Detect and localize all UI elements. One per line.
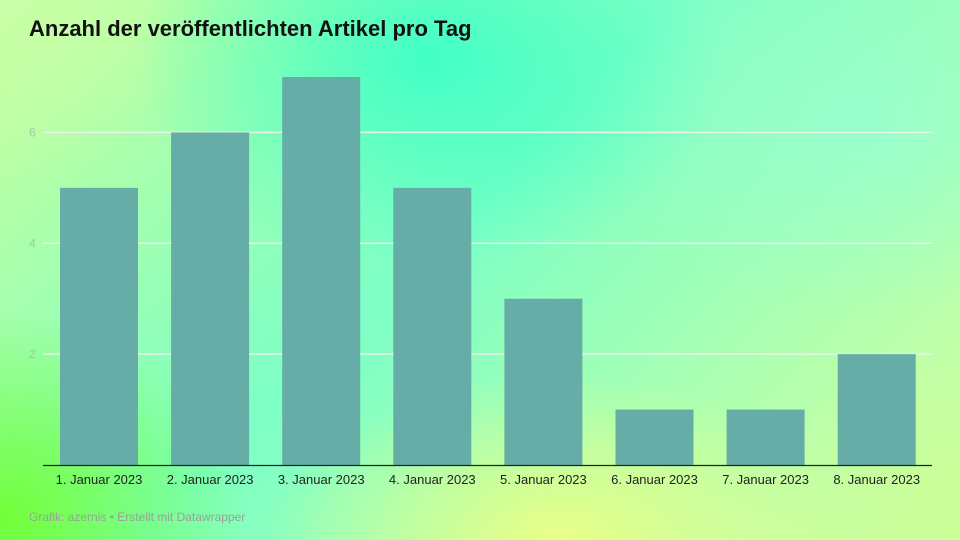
bar — [726, 409, 805, 465]
bar — [171, 132, 250, 465]
bar — [837, 354, 916, 465]
bar — [60, 187, 138, 465]
footer-note: Grafik: azernis • Erstellt mit Datawrapp… — [29, 510, 246, 524]
x-tick-label: 7. Januar 2023 — [722, 472, 809, 487]
bars — [60, 77, 916, 465]
x-axis-labels: 1. Januar 2023 2. Januar 2023 3. Januar 20… — [56, 472, 920, 487]
x-tick-label: 4. Januar 2023 — [389, 472, 476, 487]
x-tick-label: 5. Januar 2023 — [500, 472, 587, 487]
bar — [282, 77, 361, 465]
y-tick-label: 4 — [29, 236, 36, 250]
x-tick-label: 8. Januar 2023 — [833, 472, 920, 487]
y-axis-ticks: 2 4 6 — [29, 125, 36, 361]
chart-title: Anzahl der veröffentlichten Artikel pro … — [29, 16, 472, 41]
bar — [615, 409, 694, 465]
x-tick-label: 1. Januar 2023 — [56, 472, 143, 487]
bar — [504, 298, 583, 465]
bar — [393, 187, 472, 465]
x-tick-label: 2. Januar 2023 — [167, 472, 254, 487]
x-tick-label: 3. Januar 2023 — [278, 472, 365, 487]
y-tick-label: 6 — [29, 125, 36, 139]
y-tick-label: 2 — [29, 347, 36, 361]
x-tick-label: 6. Januar 2023 — [611, 472, 698, 487]
